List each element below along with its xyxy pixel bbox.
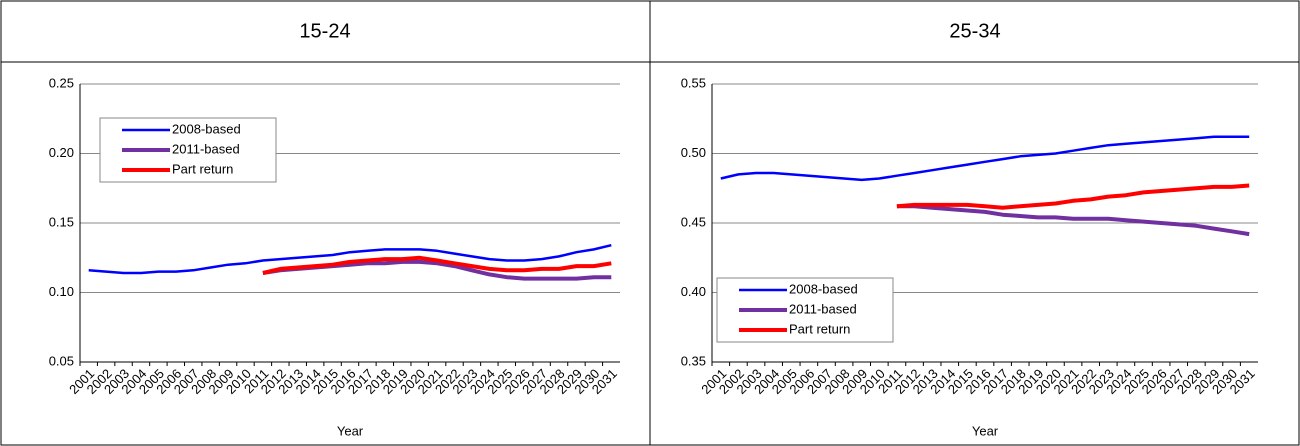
legend-label: Part return [172,161,233,176]
y-tick-label: 0.35 [681,353,706,368]
y-tick-label: 0.10 [49,284,74,299]
y-tick-label: 0.15 [49,214,74,229]
y-tick-label: 0.20 [49,145,74,160]
series-line [88,243,612,275]
series-line [896,183,1250,210]
legend-label: 2008-based [172,121,241,136]
y-tick-label: 0.05 [49,353,74,368]
legend-label: 2011-based [789,301,857,316]
panel-title: 25-34 [949,20,1000,42]
x-axis-title: Year [337,423,364,438]
legend-label: Part return [789,321,850,336]
y-tick-label: 0.50 [681,145,706,160]
y-tick-label: 0.45 [681,214,706,229]
series-line [896,204,1250,237]
y-tick-label: 0.55 [681,75,706,90]
legend-label: 2011-based [172,141,240,156]
panel-title: 15-24 [299,20,350,42]
series-line [720,135,1250,182]
y-tick-label: 0.40 [681,284,706,299]
series-line [262,255,612,275]
y-tick-label: 0.25 [49,75,74,90]
legend-label: 2008-based [789,281,858,296]
x-axis-title: Year [972,423,999,438]
